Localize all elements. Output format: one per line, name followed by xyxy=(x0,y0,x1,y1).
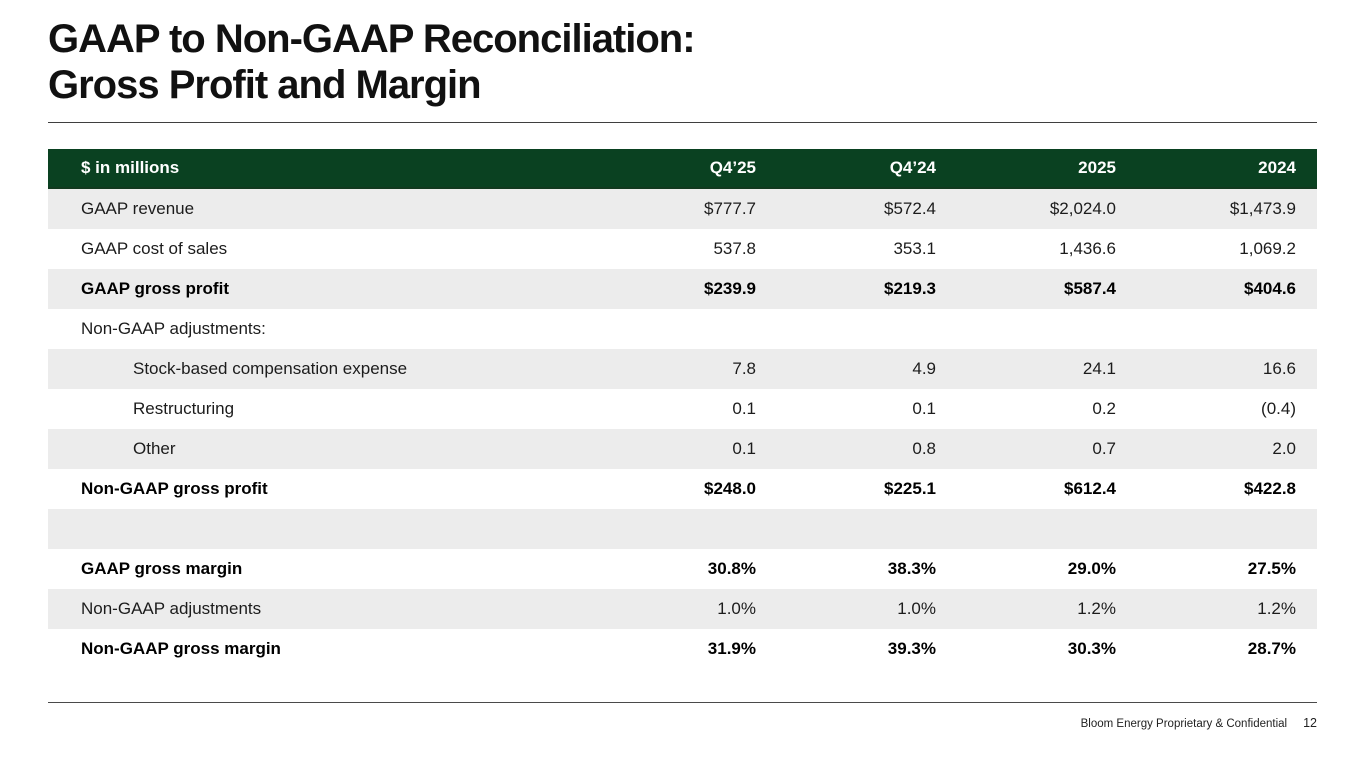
row-label: Non-GAAP gross margin xyxy=(81,639,281,658)
table-row: Non-GAAP gross margin 31.9% 39.3% 30.3% 28.7… xyxy=(48,629,1317,669)
row-value: 24.1 xyxy=(1082,359,1116,378)
row-value: 39.3% xyxy=(887,639,936,658)
page-title-line1: GAAP to Non-GAAP Reconciliation: xyxy=(48,17,696,61)
table-header-col-q425: Q4’25 xyxy=(709,158,756,177)
row-value: 0.8 xyxy=(912,439,936,458)
row-value: $422.8 xyxy=(1244,479,1296,498)
row-value: $225.1 xyxy=(884,479,936,498)
row-value: $587.4 xyxy=(1064,279,1116,298)
table-row: Other 0.1 0.8 0.7 2.0 xyxy=(48,429,1317,469)
row-value: $239.9 xyxy=(704,279,756,298)
reconciliation-table: $ in millions Q4’25 Q4’24 2025 2024 GAAP… xyxy=(48,149,1317,669)
row-value: 27.5% xyxy=(1247,559,1296,578)
table-header-unit-label: $ in millions xyxy=(81,158,180,177)
row-value: $2,024.0 xyxy=(1049,199,1116,218)
table-header-col-2025: 2025 xyxy=(1078,158,1116,177)
row-label: GAAP revenue xyxy=(81,199,195,218)
row-label: GAAP cost of sales xyxy=(81,239,228,258)
row-label: Non-GAAP adjustments xyxy=(81,599,262,618)
footer: Bloom Energy Proprietary & Confidential … xyxy=(48,716,1317,730)
row-value: $777.7 xyxy=(704,199,756,218)
row-value: $572.4 xyxy=(884,199,936,218)
table-header-col-q424: Q4’24 xyxy=(889,158,936,177)
row-value: $404.6 xyxy=(1244,279,1296,298)
row-value: 0.1 xyxy=(912,399,936,418)
row-value: 16.6 xyxy=(1262,359,1296,378)
table-row: GAAP gross profit $239.9 $219.3 $587.4 $404.… xyxy=(48,269,1317,309)
row-value: $248.0 xyxy=(704,479,756,498)
table-row: Non-GAAP adjustments 1.0% 1.0% 1.2% 1.2% xyxy=(48,589,1317,629)
row-value: (0.4) xyxy=(1261,399,1296,418)
row-value: 0.1 xyxy=(732,399,756,418)
row-value: 0.2 xyxy=(1092,399,1116,418)
row-value: 1.2% xyxy=(1077,599,1116,618)
page-title-line2: Gross Profit and Margin xyxy=(48,63,482,107)
confidentiality-note: Bloom Energy Proprietary & Confidential xyxy=(1080,718,1288,730)
table-row: Non-GAAP gross profit $248.0 $225.1 $612.4 $… xyxy=(48,469,1317,509)
table-row: Restructuring 0.1 0.1 0.2 (0.4) xyxy=(48,389,1317,429)
row-value: 7.8 xyxy=(732,359,756,378)
row-value: 4.9 xyxy=(912,359,936,378)
row-label: Restructuring xyxy=(133,399,235,418)
row-value: 38.3% xyxy=(887,559,936,578)
row-value: 29.0% xyxy=(1067,559,1116,578)
row-value: 2.0 xyxy=(1272,439,1296,458)
row-label: Non-GAAP adjustments: xyxy=(81,319,266,338)
table-body: GAAP revenue $777.7 $572.4 $2,024.0 $1,473.9… xyxy=(48,189,1317,669)
page-number: 12 xyxy=(1303,716,1317,730)
footer-divider xyxy=(48,702,1317,703)
row-value: 1.0% xyxy=(717,599,756,618)
row-label: GAAP gross margin xyxy=(81,559,243,578)
row-value: 0.7 xyxy=(1092,439,1116,458)
table-row: GAAP revenue $777.7 $572.4 $2,024.0 $1,473.9 xyxy=(48,189,1317,229)
row-label: Non-GAAP gross profit xyxy=(81,479,268,498)
row-value: 1.2% xyxy=(1257,599,1296,618)
table-header-row: $ in millions Q4’25 Q4’24 2025 2024 xyxy=(48,149,1317,189)
table-row: GAAP cost of sales 537.8 353.1 1,436.6 1,069… xyxy=(48,229,1317,269)
table-row: Stock-based compensation expense 7.8 4.9 24… xyxy=(48,349,1317,389)
row-label: GAAP gross profit xyxy=(81,279,229,298)
table-spacer-row xyxy=(48,509,1317,549)
table-header-col-2024: 2024 xyxy=(1258,158,1296,177)
row-label: Other xyxy=(133,439,176,458)
row-value: 537.8 xyxy=(713,239,756,258)
row-value: 30.8% xyxy=(707,559,756,578)
row-value: 1.0% xyxy=(897,599,936,618)
title-divider xyxy=(48,122,1317,123)
row-value: 1,436.6 xyxy=(1059,239,1116,258)
table-row: Non-GAAP adjustments: xyxy=(48,309,1317,349)
page-title: GAAP to Non-GAAP Reconciliation: Gross P… xyxy=(48,0,1317,108)
row-value: 0.1 xyxy=(732,439,756,458)
row-value: 353.1 xyxy=(893,239,936,258)
row-label: Stock-based compensation expense xyxy=(133,359,408,378)
table-row: GAAP gross margin 30.8% 38.3% 29.0% 27.5% xyxy=(48,549,1317,589)
row-value: 28.7% xyxy=(1247,639,1296,658)
row-value: $612.4 xyxy=(1064,479,1116,498)
row-value: 31.9% xyxy=(707,639,756,658)
row-value: 1,069.2 xyxy=(1239,239,1296,258)
row-value: 30.3% xyxy=(1067,639,1116,658)
row-value: $1,473.9 xyxy=(1229,199,1296,218)
row-value: $219.3 xyxy=(884,279,936,298)
